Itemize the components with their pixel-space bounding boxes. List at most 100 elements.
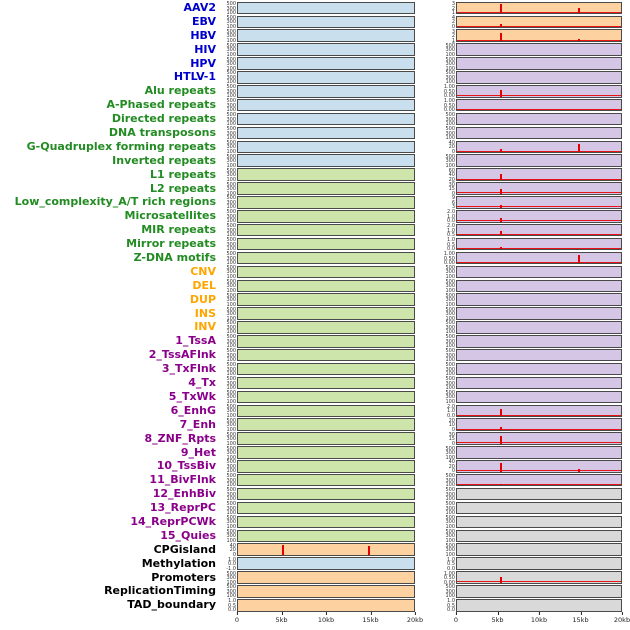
y-tick-label: 500 <box>226 167 236 174</box>
column-gap <box>415 182 441 196</box>
right-y-ticks: 500 300 100 <box>441 126 456 140</box>
left-y-ticks: 500 300 100 <box>222 293 237 306</box>
column-gap <box>415 473 441 487</box>
signal-spike <box>500 435 503 444</box>
right-y-ticks: 1.0 0.5 0.0 <box>441 598 456 612</box>
left-track-panel <box>237 279 415 293</box>
left-track-panel <box>237 376 415 390</box>
row-label-EBV: EBV <box>192 14 216 28</box>
track-row: 15_Quies 500 300 100 500 300 100 <box>0 529 630 543</box>
y-tick-label: 500 <box>226 376 236 383</box>
y-tick-label: 100 <box>226 329 236 335</box>
y-tick-label: 500 <box>445 362 455 369</box>
y-tick-label: 500 <box>445 320 455 327</box>
left-y-ticks: 500 300 100 <box>222 334 237 348</box>
y-tick-label: 300 <box>226 283 236 290</box>
signal-spike <box>500 426 503 430</box>
y-tick-label: 0.5 <box>447 232 455 238</box>
y-tick-label: 2.0 <box>447 403 455 410</box>
y-tick-label: 500 <box>226 56 236 63</box>
y-tick-label: 30 <box>448 431 455 438</box>
y-tick-label: 100 <box>445 162 455 168</box>
y-tick-label: 300 <box>226 102 236 109</box>
column-gap <box>415 432 441 446</box>
x-tick-label: 10kb <box>317 612 335 624</box>
y-tick-label: 100 <box>445 496 455 502</box>
y-tick-label: 300 <box>226 88 236 95</box>
signal-baseline <box>457 581 621 583</box>
y-tick-label: 300 <box>226 519 236 526</box>
y-tick-label: 500 <box>226 348 236 355</box>
axis-spacer-label <box>0 612 222 629</box>
signal-spike <box>578 143 581 153</box>
column-gap <box>415 307 441 321</box>
y-tick-label: 0.00 <box>443 93 455 99</box>
right-track-panel <box>456 126 622 140</box>
y-tick-label: 4 <box>451 14 455 21</box>
y-tick-label: 100 <box>226 593 236 599</box>
signal-baseline <box>457 261 621 263</box>
row-label-L1 repeats: L1 repeats <box>150 167 216 181</box>
y-tick-label: 1.0 <box>228 598 236 605</box>
y-tick-label: 300 <box>445 158 455 165</box>
left-y-ticks: 500 300 100 <box>222 251 237 265</box>
y-tick-label: 1.00 <box>443 98 455 105</box>
y-tick-label: 100 <box>226 426 236 432</box>
right-y-ticks: 1.00 0.50 0.00 <box>441 84 456 98</box>
y-tick-label: 300 <box>226 19 236 26</box>
column-gap <box>415 168 441 182</box>
y-tick-label: 300 <box>226 408 236 415</box>
y-tick-label: 300 <box>226 227 236 234</box>
y-tick-label: 30 <box>448 181 455 188</box>
track-row: 4_Tx 500 300 100 500 300 100 <box>0 376 630 390</box>
left-track-panel <box>237 557 415 570</box>
y-tick-label: 500 <box>445 126 455 133</box>
left-y-ticks: 500 300 100 <box>222 487 237 501</box>
y-tick-label: 500 <box>445 376 455 383</box>
track-row: A-Phased repeats 500 300 100 1.00 0.50 0.00 <box>0 98 630 112</box>
y-tick-label: 0.00 <box>443 107 455 113</box>
right-track-panel <box>456 85 622 98</box>
left-track-panel <box>237 168 415 181</box>
y-tick-label: 300 <box>226 172 236 179</box>
y-tick-label: 100 <box>226 273 236 279</box>
y-tick-label: 300 <box>226 422 236 429</box>
right-y-ticks: 500 300 100 <box>441 57 456 70</box>
left-y-ticks: 500 300 100 <box>222 390 237 404</box>
y-tick-label: 300 <box>226 213 236 220</box>
y-tick-label: 500 <box>226 223 236 230</box>
left-track-panel <box>237 71 415 84</box>
y-tick-label: 9 <box>451 195 455 202</box>
y-tick-label: 300 <box>226 130 236 137</box>
right-y-ticks: 3210 <box>441 1 456 15</box>
signal-spike <box>500 576 503 583</box>
signal-baseline <box>457 484 621 485</box>
row-label-2_TssAFlnk: 2_TssAFlnk <box>148 348 216 362</box>
y-tick-label: 100 <box>226 79 236 85</box>
y-tick-label: 0 <box>451 468 455 474</box>
y-tick-label: 100 <box>226 246 236 252</box>
y-tick-label: 300 <box>226 33 236 40</box>
right-track-panel <box>456 418 622 431</box>
x-tick-label: 5kb <box>491 612 504 624</box>
right-track-panel <box>456 279 622 293</box>
y-tick-label: 500 <box>226 570 236 577</box>
right-track-panel <box>456 182 622 195</box>
y-tick-label: 500 <box>226 181 236 188</box>
left-track-panel <box>237 543 415 556</box>
left-track-panel <box>237 223 415 237</box>
y-tick-label: 500 <box>445 292 455 299</box>
left-track-panel <box>237 57 415 70</box>
y-tick-label: 300 <box>226 297 236 304</box>
row-label-Mirror repeats: Mirror repeats <box>126 237 216 251</box>
row-label-13_ReprPC: 13_ReprPC <box>149 501 216 515</box>
left-y-ticks: 500 300 100 <box>222 515 237 529</box>
y-tick-label: 300 <box>445 338 455 345</box>
y-tick-label: 500 <box>226 42 236 49</box>
column-gap <box>415 487 441 501</box>
track-row: TAD_boundary 1.0 0.5 0.0 1.0 0.5 0.0 <box>0 598 630 612</box>
y-tick-label: 500 <box>226 264 236 271</box>
x-tick-label: 0 <box>453 612 459 624</box>
